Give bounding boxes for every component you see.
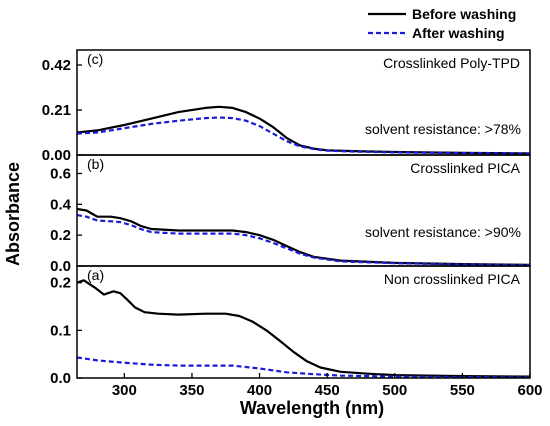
series-line-a-before [76, 279, 531, 378]
panel-title-a: Non crosslinked PICA [384, 271, 521, 287]
y-tick-label-c: 0.00 [42, 147, 71, 164]
panels: 0.00 0.21 0.42 (c) Crosslinked Poly-TPD solve… [42, 49, 531, 387]
series-line-b-before [76, 207, 531, 266]
y-tick-label-b: 0.0 [50, 258, 71, 275]
y-tick-label-a: 0.0 [50, 370, 71, 387]
x-tick-label: 450 [315, 382, 340, 399]
x-tick-label: 400 [247, 382, 272, 399]
x-tick-label: 600 [517, 382, 542, 399]
panel-b: 0.0 0.2 0.4 0.6 (b) Crosslinked PICA solvent r… [50, 154, 531, 275]
series-line-a-after [76, 356, 531, 379]
x-tick-label: 500 [382, 382, 407, 399]
x-tick-label: 550 [450, 382, 475, 399]
legend-label-after: After washing [412, 25, 505, 41]
y-tick-label-c: 0.42 [42, 57, 71, 74]
legend-label-before: Before washing [412, 6, 516, 22]
y-tick-label-a: 0.2 [50, 275, 71, 292]
panel-tag-c: (c) [87, 51, 103, 67]
x-tick-label: 350 [179, 382, 204, 399]
x-axis: 300 350 400 450 500 550 600 [112, 373, 543, 399]
y-tick-label-b: 0.4 [50, 196, 72, 213]
y-tick-label-b: 0.2 [50, 227, 71, 244]
x-tick-label: 300 [112, 382, 137, 399]
panel-title-c: Crosslinked Poly-TPD [383, 55, 520, 71]
y-tick-label-b: 0.6 [50, 166, 71, 183]
series-line-b-after [76, 214, 531, 267]
panel-title-b: Crosslinked PICA [410, 160, 520, 176]
panel-c: 0.00 0.21 0.42 (c) Crosslinked Poly-TPD solve… [42, 49, 531, 164]
panel-annotation-c: solvent resistance: >78% [365, 121, 521, 137]
y-tick-label-a: 0.1 [50, 322, 71, 339]
panel-a: 0.0 0.1 0.2 (a) Non crosslinked PICA [50, 265, 531, 387]
legend: Before washing After washing [368, 6, 516, 41]
panel-tag-b: (b) [87, 156, 104, 172]
panel-annotation-b: solvent resistance: >90% [365, 224, 521, 240]
x-axis-title: Wavelength (nm) [240, 398, 384, 418]
y-tick-label-c: 0.21 [42, 102, 71, 119]
series-line-c-after [76, 116, 531, 155]
y-axis-title: Absorbance [3, 162, 23, 266]
panel-frame-a [76, 265, 531, 379]
panel-tag-a: (a) [87, 267, 104, 283]
